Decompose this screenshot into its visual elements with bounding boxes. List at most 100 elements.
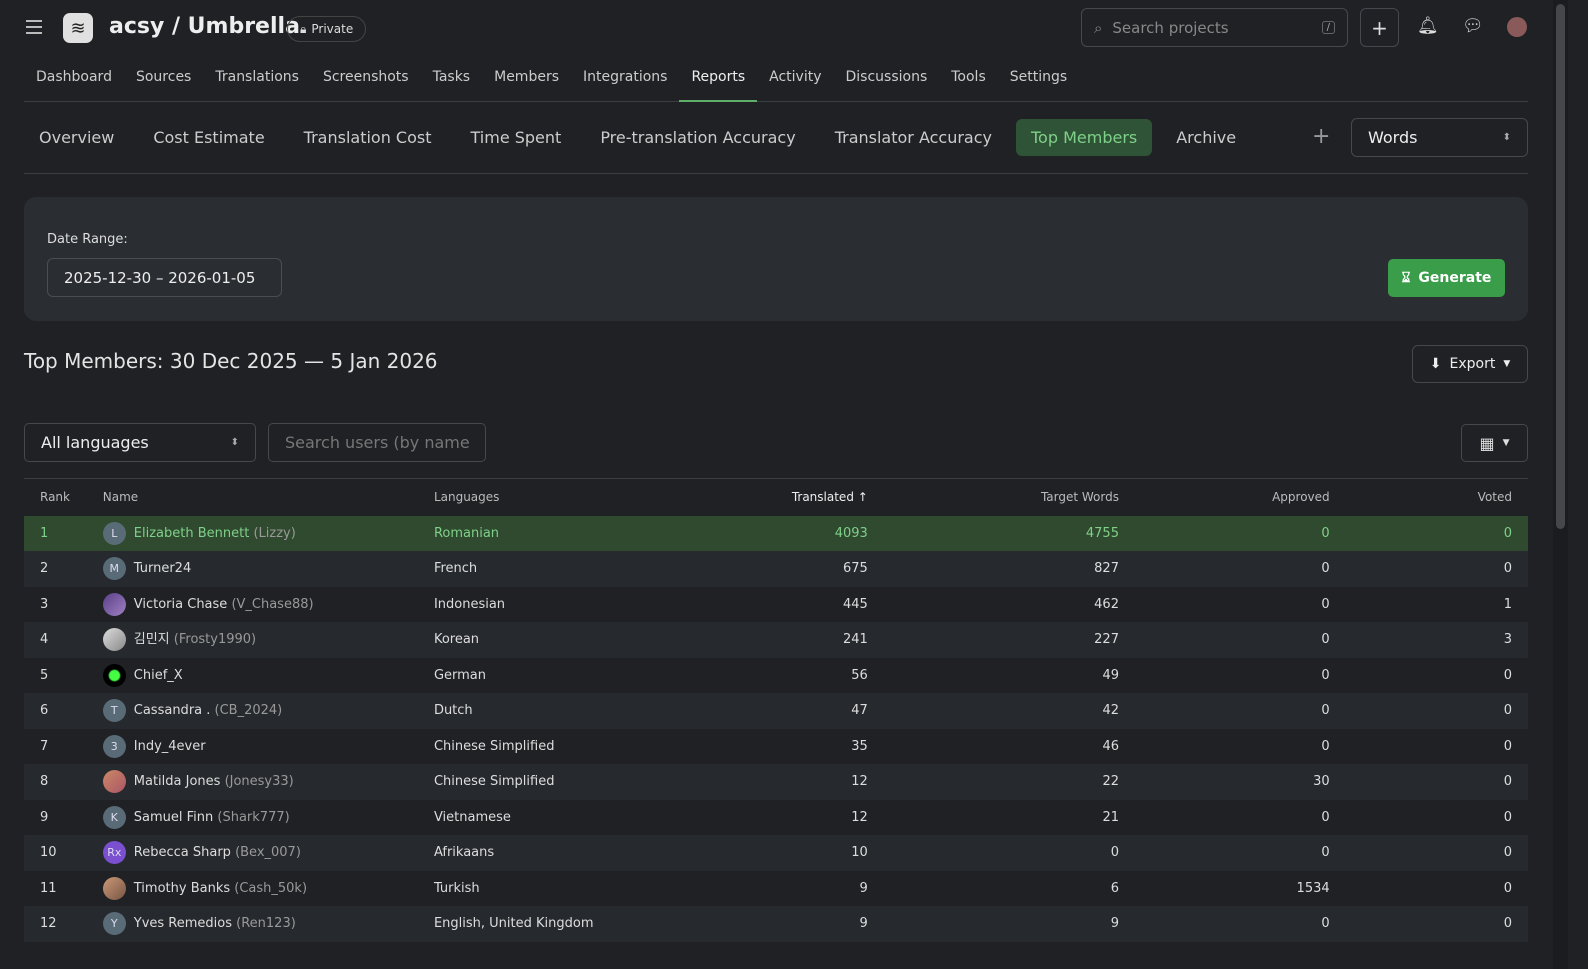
nav-tools[interactable]: Tools: [951, 69, 986, 85]
nav-reports[interactable]: Reports: [679, 56, 758, 102]
select-arrows-icon: ⬍: [1502, 132, 1511, 143]
approved: 0: [1134, 835, 1346, 871]
member-name[interactable]: Timothy Banks: [133, 880, 231, 896]
target-words: 42: [883, 693, 1135, 729]
member-name[interactable]: Victoria Chase: [133, 596, 228, 612]
member-username: (CB_2024): [214, 703, 283, 719]
nav-members[interactable]: Members: [494, 69, 559, 85]
columns-button[interactable]: ▦ ▼: [1461, 424, 1528, 462]
table-row[interactable]: 10 Rx Rebecca Sharp (Bex_007) Afrikaans 1…: [24, 835, 1528, 871]
table-row[interactable]: 12 Y Yves Remedios (Ren123) English, Unit…: [24, 906, 1528, 942]
nav-screenshots[interactable]: Screenshots: [322, 69, 409, 85]
nav-translations[interactable]: Translations: [215, 69, 299, 85]
member-name[interactable]: Rebecca Sharp: [133, 845, 231, 861]
tab-time-spent[interactable]: Time Spent: [470, 128, 562, 147]
target-words: 9: [883, 906, 1135, 942]
tab-translation-cost[interactable]: Translation Cost: [303, 128, 432, 147]
table-row[interactable]: 8 Matilda Jones (Jonesy33) Chinese Simpl…: [24, 764, 1528, 800]
language-select[interactable]: All languages ⬍: [24, 423, 256, 462]
scrollbar[interactable]: [1553, 0, 1568, 969]
table-row[interactable]: 5 Chief_X German 56 49 0 0: [24, 658, 1528, 694]
approved: 0: [1134, 906, 1346, 942]
target-words: 21: [1102, 809, 1119, 825]
member-name[interactable]: Chief_X: [133, 667, 183, 683]
download-icon: ⬇: [1429, 356, 1442, 372]
languages: Dutch: [417, 693, 682, 729]
member-username: (Shark777): [217, 809, 290, 825]
avatar: Y: [102, 912, 126, 936]
member-name[interactable]: Turner24: [133, 561, 192, 577]
member-name-cell: T Cassandra . (CB_2024): [86, 693, 418, 729]
member-name[interactable]: Elizabeth Bennett: [133, 525, 250, 541]
table-row[interactable]: 4 김민지 (Frosty1990) Korean 241 227 0 3: [24, 622, 1528, 658]
add-report-plus-icon[interactable]: +: [1312, 124, 1331, 149]
user-avatar[interactable]: [1507, 17, 1527, 37]
approved: 0: [1321, 738, 1330, 754]
tab-translator-accuracy[interactable]: Translator Accuracy: [834, 128, 992, 147]
project-logo[interactable]: ≋: [63, 13, 93, 43]
member-name[interactable]: 김민지: [133, 632, 170, 648]
member-name-cell: 김민지 (Frosty1990): [86, 622, 418, 658]
tab-pre-translation-accuracy[interactable]: Pre-translation Accuracy: [600, 128, 796, 147]
column-header-translated[interactable]: Translated ↑: [791, 490, 868, 505]
approved: 1534: [1296, 880, 1330, 896]
top-members-table: Rank Name Languages Translated ↑ Target Word…: [24, 478, 1528, 942]
column-header-approved[interactable]: Approved: [1272, 490, 1330, 505]
date-range-input[interactable]: 2025-12-30 – 2026-01-05: [47, 258, 282, 297]
member-name[interactable]: Cassandra .: [133, 703, 211, 719]
member-name[interactable]: Matilda Jones: [133, 774, 221, 790]
column-header-rank[interactable]: Rank: [40, 490, 70, 505]
nav-settings[interactable]: Settings: [1009, 69, 1068, 85]
voted: 0: [1345, 835, 1528, 871]
generate-button[interactable]: ⌛︎ Generate: [1388, 259, 1505, 297]
member-name[interactable]: Samuel Finn: [133, 809, 214, 825]
chat-icon[interactable]: 💬︎: [1462, 16, 1484, 36]
nav-dashboard[interactable]: Dashboard: [36, 69, 112, 85]
nav-discussions[interactable]: Discussions: [845, 69, 928, 85]
tab-archive[interactable]: Archive: [1176, 128, 1237, 147]
target-words: 49: [1102, 667, 1119, 683]
table-row[interactable]: 11 Timothy Banks (Cash_50k) Turkish 9 6 …: [24, 871, 1528, 907]
voted: 0: [1345, 764, 1528, 800]
table-row[interactable]: 1 L Elizabeth Bennett (Lizzy) Romanian 40…: [24, 515, 1528, 551]
nav-sources[interactable]: Sources: [135, 69, 192, 85]
search-projects[interactable]: ⌕ Search projects /: [1081, 8, 1348, 47]
table-row[interactable]: 9 K Samuel Finn (Shark777) Vietnamese 12 …: [24, 800, 1528, 836]
hamburger-menu-icon[interactable]: [26, 20, 42, 34]
export-button[interactable]: ⬇ Export ▼: [1412, 345, 1528, 383]
bell-icon[interactable]: 🔔︎: [1417, 16, 1439, 36]
nav-integrations[interactable]: Integrations: [583, 69, 668, 85]
column-header-target-words[interactable]: Target Words: [1040, 490, 1119, 505]
member-name[interactable]: Indy_4ever: [133, 738, 206, 754]
table-row[interactable]: 2 M Turner24 French 675 827 0 0: [24, 551, 1528, 587]
nav-activity[interactable]: Activity: [769, 69, 822, 85]
languages: English, United Kingdom: [417, 906, 682, 942]
approved: 0: [1134, 693, 1346, 729]
target-words: 827: [883, 551, 1135, 587]
tab-overview[interactable]: Overview: [39, 128, 115, 147]
member-name[interactable]: Yves Remedios: [133, 916, 233, 932]
avatar: M: [102, 557, 126, 581]
unit-select[interactable]: Words ⬍: [1351, 118, 1528, 157]
translated: 9: [859, 880, 868, 896]
target-words: 22: [883, 764, 1135, 800]
table-row[interactable]: 7 3 Indy_4ever Chinese Simplified 35 46 0…: [24, 729, 1528, 765]
project-title[interactable]: acsy / Umbrella: [109, 14, 300, 39]
column-header-name[interactable]: Name: [102, 490, 139, 505]
languages: Indonesian: [433, 596, 506, 612]
column-header-languages[interactable]: Languages: [433, 490, 500, 505]
tab-top-members[interactable]: Top Members: [1016, 119, 1153, 156]
table-row[interactable]: 3 Victoria Chase (V_Chase88) Indonesian …: [24, 587, 1528, 623]
member-name-cell: M Turner24: [86, 551, 418, 587]
nav-tasks[interactable]: Tasks: [432, 69, 471, 85]
user-search-input[interactable]: [268, 423, 486, 462]
table-row[interactable]: 6 T Cassandra . (CB_2024) Dutch 47 42 0 0: [24, 693, 1528, 729]
avatar: [102, 592, 126, 616]
voted: 0: [1345, 906, 1528, 942]
voted: 0: [1503, 809, 1512, 825]
add-button[interactable]: +: [1360, 8, 1399, 47]
tab-cost-estimate[interactable]: Cost Estimate: [153, 128, 265, 147]
languages: Romanian: [417, 515, 682, 551]
languages: French: [417, 551, 682, 587]
column-header-voted[interactable]: Voted: [1477, 490, 1512, 505]
